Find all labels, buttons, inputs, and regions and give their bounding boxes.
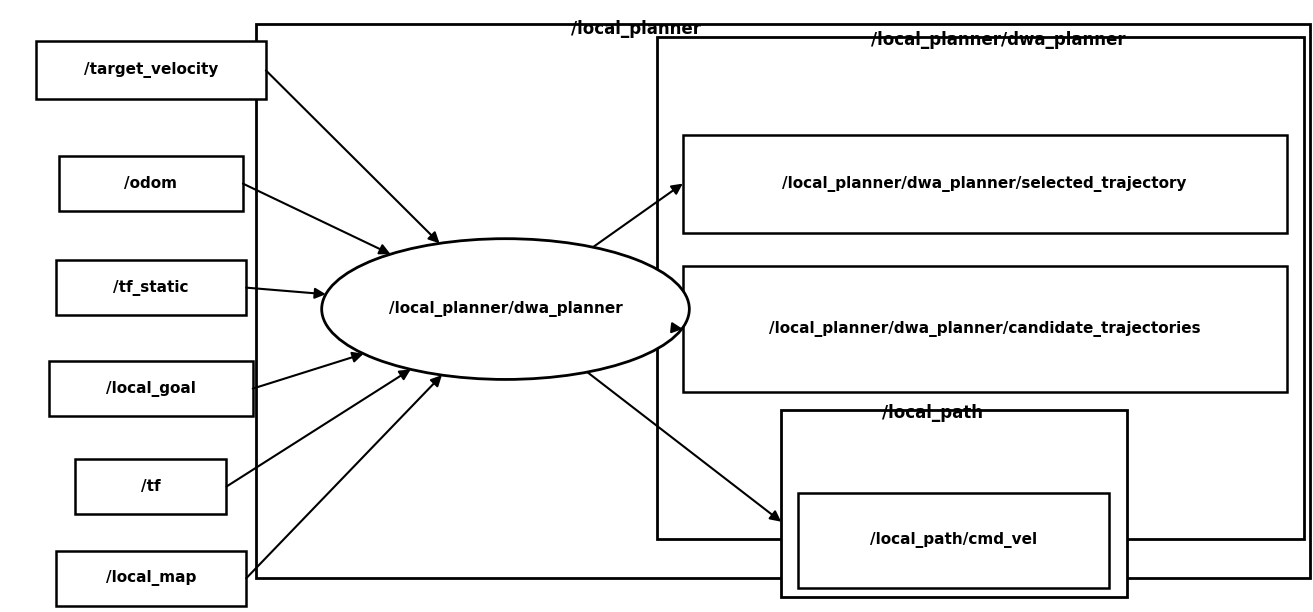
Text: /local_planner/dwa_planner: /local_planner/dwa_planner [389, 301, 622, 317]
Text: /tf_static: /tf_static [113, 280, 189, 296]
Text: /target_velocity: /target_velocity [84, 62, 218, 78]
Text: /tf: /tf [142, 479, 160, 494]
Text: /local_path: /local_path [882, 404, 982, 422]
Bar [56, 551, 247, 606]
Bar [656, 37, 1304, 539]
Text: /local_goal: /local_goal [106, 381, 196, 397]
Bar [59, 156, 243, 211]
Bar [683, 135, 1287, 233]
Bar [781, 410, 1127, 597]
Bar [256, 24, 1310, 578]
Bar [798, 493, 1109, 588]
Ellipse shape [322, 239, 689, 379]
Bar [50, 361, 252, 416]
Text: /odom: /odom [125, 176, 177, 191]
Text: /local_path/cmd_vel: /local_path/cmd_vel [871, 532, 1037, 548]
Text: /local_planner: /local_planner [571, 20, 701, 37]
Bar [37, 41, 265, 99]
Text: /local_planner/dwa_planner/selected_trajectory: /local_planner/dwa_planner/selected_traj… [783, 176, 1187, 192]
Bar [683, 266, 1287, 392]
Bar [56, 260, 247, 315]
Text: /local_map: /local_map [106, 570, 196, 586]
Text: /local_planner/dwa_planner: /local_planner/dwa_planner [871, 31, 1125, 48]
Bar [76, 459, 227, 514]
Text: /local_planner/dwa_planner/candidate_trajectories: /local_planner/dwa_planner/candidate_tra… [769, 321, 1200, 337]
